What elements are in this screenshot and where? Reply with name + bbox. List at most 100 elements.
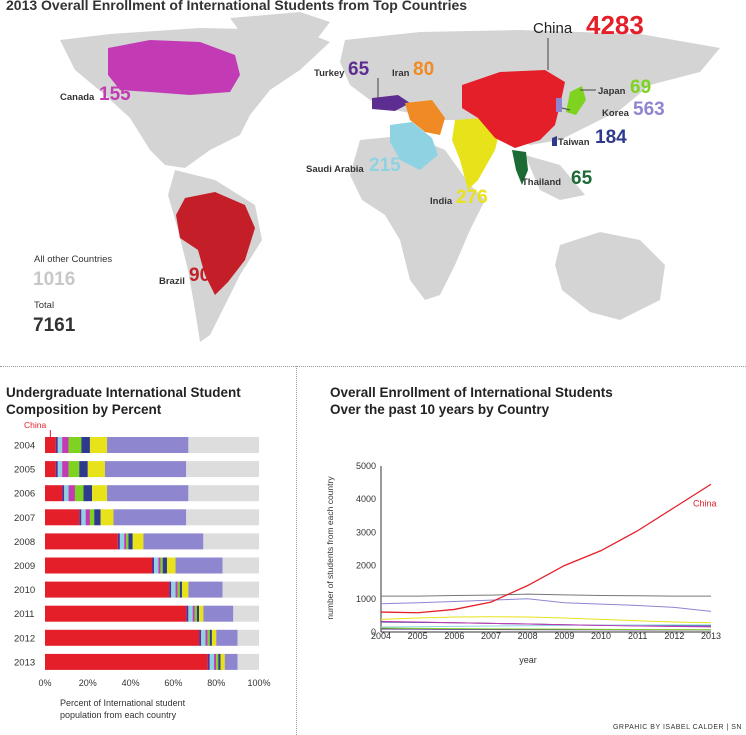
section-divider-vertical	[296, 366, 297, 735]
taiwan-label: Taiwan	[558, 137, 590, 148]
bar-segment	[154, 557, 159, 574]
india-value: 276	[456, 187, 488, 208]
bar-year-label: 2008	[14, 537, 35, 548]
japan-value: 69	[630, 77, 652, 98]
brazil-value: 90	[189, 265, 211, 286]
bar-segment	[107, 485, 189, 502]
saudi-arabia-shape	[390, 122, 438, 170]
bar-segment	[81, 509, 86, 526]
bar-x-tick: 40%	[122, 678, 140, 688]
bar-segment	[211, 629, 217, 646]
line-x-tick: 2006	[444, 631, 464, 641]
china-line-label: China	[693, 498, 717, 508]
bar-segment	[152, 557, 155, 574]
bar-segment	[94, 509, 101, 526]
japan-label: Japan	[598, 86, 626, 97]
bar-segment	[128, 533, 133, 550]
bar-segment	[143, 533, 204, 550]
bar-year-label: 2004	[14, 441, 35, 452]
total-value: 7161	[33, 315, 76, 336]
bar-segment	[162, 557, 167, 574]
line-y-tick: 5000	[356, 461, 376, 471]
bar-segment	[124, 533, 127, 550]
bar-segment	[209, 629, 212, 646]
line-x-tick: 2013	[701, 631, 721, 641]
bar-segment	[222, 581, 259, 598]
bar-segment	[181, 581, 189, 598]
bar-segment	[92, 485, 108, 502]
bar-segment	[199, 629, 202, 646]
thailand-value: 65	[571, 168, 593, 189]
korea-value: 563	[633, 99, 665, 120]
bar-segment	[233, 605, 259, 622]
turkey-value: 65	[348, 59, 370, 80]
bar-segment	[68, 437, 82, 453]
bar-segment	[196, 605, 200, 622]
country-series-line	[380, 616, 712, 624]
bar-segment	[45, 533, 118, 550]
bar-segment	[203, 605, 234, 622]
bar-year-label: 2009	[14, 561, 35, 572]
bar-segment	[119, 533, 125, 550]
line-y-tick: 2000	[356, 561, 376, 571]
bar-segment	[45, 437, 56, 453]
bar-segment	[68, 461, 80, 478]
bar-segment	[209, 653, 215, 670]
korea-shape	[556, 98, 562, 112]
bar-segment	[177, 581, 180, 598]
composition-bar-chart: 2004 2005 2006 2007 2008 2009 2010 2011 2012 2013…	[14, 420, 271, 688]
china-series-line	[380, 483, 712, 614]
bar-segment	[188, 581, 223, 598]
greenland-shape	[230, 12, 330, 62]
thailand-shape	[512, 150, 528, 185]
composition-xlabel: Percent of International student populat…	[60, 697, 185, 721]
bar-segment	[220, 653, 225, 670]
composition-xlabel-line1: Percent of International student	[60, 698, 186, 708]
bar-segment	[188, 605, 193, 622]
bar-segment	[158, 557, 161, 574]
bar-segment	[62, 461, 69, 478]
china-series-label: China	[24, 420, 46, 430]
bar-year-label: 2006	[14, 489, 35, 500]
bar-segment	[160, 557, 163, 574]
bar-year-label: 2005	[14, 465, 35, 476]
bar-segment	[175, 581, 178, 598]
canada-shape	[108, 40, 240, 95]
line-x-tick: 2004	[371, 631, 391, 641]
bar-segment	[126, 533, 129, 550]
bar-segment	[218, 653, 221, 670]
bar-segment	[203, 533, 259, 550]
other-countries-value: 1016	[33, 269, 76, 290]
country-series-line	[380, 620, 712, 628]
bar-x-tick: 0%	[38, 678, 51, 688]
bar-segment	[57, 461, 63, 478]
line-y-tick: 1000	[356, 594, 376, 604]
bar-segment	[45, 557, 152, 574]
bar-year-label: 2012	[14, 633, 35, 644]
china-label: China	[533, 20, 573, 37]
bar-segment	[186, 605, 189, 622]
bar-segment	[79, 461, 88, 478]
bar-segment	[87, 461, 105, 478]
line-x-label: year	[519, 655, 537, 665]
china-value: 4283	[586, 10, 644, 40]
korea-label: Korea	[602, 108, 629, 119]
line-x-tick: 2011	[628, 631, 647, 641]
bar-segment	[107, 437, 189, 453]
composition-xlabel-line2: population from each country	[60, 710, 177, 720]
other-countries-label: All other Countries	[34, 254, 113, 265]
bar-segment	[179, 581, 182, 598]
bar-segment	[79, 509, 82, 526]
line-y-label: number of students from each country	[325, 476, 335, 620]
map-title: 2013 Overall Enrollment of International…	[6, 0, 468, 13]
saudi-arabia-value: 215	[369, 155, 401, 176]
iran-label: Iran	[392, 68, 410, 79]
bar-segment	[192, 605, 195, 622]
bar-segment	[81, 437, 90, 453]
bar-segment	[222, 557, 259, 574]
line-y-tick: 4000	[356, 494, 376, 504]
saudi-arabia-label: Saudi Arabia	[306, 164, 364, 175]
bar-segment	[57, 437, 63, 453]
bar-segment	[207, 653, 210, 670]
